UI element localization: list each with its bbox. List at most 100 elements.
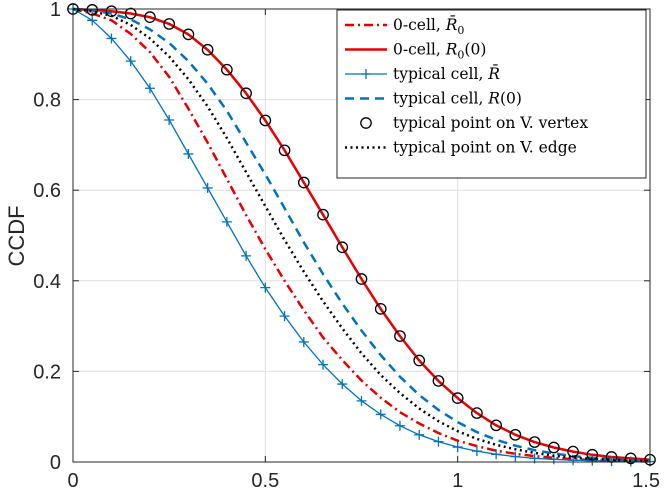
legend-label-3: typical cell, R(0) bbox=[393, 90, 522, 108]
tick-labels: 0 0.5 1 1.5 0 0.2 0.4 0.6 0.8 1 bbox=[33, 0, 660, 492]
circle-marker-14 bbox=[336, 241, 349, 254]
legend-label-symbol: R bbox=[445, 41, 458, 59]
legend-label-tail: (0) bbox=[464, 41, 486, 59]
circle-marker-9 bbox=[240, 87, 252, 100]
circle-marker-8 bbox=[221, 63, 233, 76]
y-tick-label-3: 0.6 bbox=[33, 180, 61, 202]
plus-marker-3 bbox=[125, 56, 136, 67]
circle-marker-6 bbox=[182, 28, 195, 41]
legend-label-main: 0-cell, bbox=[393, 41, 446, 59]
legend-label-symbol: R̄ bbox=[487, 65, 500, 83]
series-line-5 bbox=[72, 7, 651, 463]
legend-label-main: typical cell, bbox=[393, 65, 488, 83]
legend-label-main: 0-cell, bbox=[393, 16, 446, 34]
circle-marker-1 bbox=[86, 4, 99, 16]
y-tick-label-4: 0.8 bbox=[33, 90, 61, 112]
y-tick-label-2: 0.4 bbox=[33, 271, 61, 293]
series-0 bbox=[72, 7, 651, 463]
plus-marker-22 bbox=[491, 449, 502, 460]
circle-marker-26 bbox=[567, 445, 579, 458]
legend-label-subscript: 0 bbox=[457, 49, 464, 62]
circle-marker-19 bbox=[432, 375, 445, 387]
series-3 bbox=[72, 7, 651, 462]
legend-box bbox=[336, 9, 647, 179]
circle-marker-21 bbox=[471, 407, 483, 419]
legend-label-5: typical point on V. edge bbox=[393, 139, 577, 157]
legend-label-main: typical cell, bbox=[393, 90, 488, 108]
legend-entry-5: typical point on V. edge bbox=[345, 139, 577, 157]
plus-marker-7 bbox=[202, 182, 213, 193]
plus-marker-12 bbox=[298, 336, 309, 347]
plus-marker-23 bbox=[510, 451, 521, 462]
x-tick-label-3: 1.5 bbox=[632, 470, 660, 492]
circle-marker-18 bbox=[413, 354, 426, 367]
series-line-0 bbox=[72, 7, 651, 463]
legend-label-subscript: 0 bbox=[457, 24, 464, 37]
plus-marker-8 bbox=[221, 216, 232, 227]
x-tick-label-1: 0.5 bbox=[251, 470, 279, 492]
plus-marker-15 bbox=[356, 395, 367, 406]
plus-marker-14 bbox=[337, 379, 348, 390]
legend-entry-1: 0-cell, R0(0) bbox=[345, 41, 486, 62]
circle-marker-20 bbox=[451, 392, 464, 404]
circle-marker-3 bbox=[124, 7, 137, 20]
circle-marker-25 bbox=[547, 441, 560, 454]
legend-entry-0: 0-cell, R̄0 bbox=[345, 16, 464, 37]
plus-marker-9 bbox=[241, 250, 252, 261]
circle-marker-4 bbox=[144, 11, 156, 24]
series-5 bbox=[72, 7, 651, 463]
legend-label-symbol: R bbox=[487, 90, 500, 108]
circle-marker-10 bbox=[259, 114, 272, 127]
plus-marker-16 bbox=[375, 409, 386, 420]
circle-marker-15 bbox=[355, 273, 368, 285]
series-line-1 bbox=[72, 7, 651, 461]
series-line-3 bbox=[72, 7, 651, 462]
circle-marker-29 bbox=[624, 452, 637, 465]
circle-marker-12 bbox=[297, 176, 310, 189]
legend-label-main: typical point on V. vertex bbox=[393, 114, 588, 132]
legend-label-tail: (0) bbox=[500, 90, 522, 108]
plus-marker-18 bbox=[414, 429, 425, 440]
circle-marker-11 bbox=[278, 144, 291, 157]
plus-marker-20 bbox=[452, 442, 463, 453]
legend-entry-4: typical point on V. vertex bbox=[360, 114, 588, 132]
plus-marker-5 bbox=[164, 114, 175, 125]
y-axis-label: CCDF bbox=[4, 205, 29, 266]
circle-marker-7 bbox=[201, 43, 214, 56]
x-tick-label-0: 0 bbox=[67, 470, 78, 492]
plus-marker-6 bbox=[183, 148, 194, 159]
circle-marker-13 bbox=[317, 208, 329, 221]
circle-marker-24 bbox=[528, 436, 541, 448]
circle-marker-23 bbox=[509, 428, 522, 441]
legend-label-main: typical point on V. edge bbox=[393, 139, 577, 157]
y-tick-label-5: 1 bbox=[50, 0, 61, 21]
legend-label-4: typical point on V. vertex bbox=[393, 114, 588, 132]
legend-entry-3: typical cell, R(0) bbox=[345, 90, 522, 108]
legend-label-2: typical cell, R̄ bbox=[393, 65, 500, 83]
series-1 bbox=[72, 7, 651, 461]
plus-marker-21 bbox=[471, 446, 482, 457]
legend: 0-cell, R̄00-cell, R0(0)typical cell, R̄… bbox=[336, 9, 647, 179]
legend-circle-marker bbox=[360, 117, 372, 129]
legend-label-symbol: R̄ bbox=[445, 16, 458, 34]
x-tick-label-2: 1 bbox=[452, 470, 463, 492]
circle-marker-16 bbox=[374, 303, 387, 315]
plus-marker-13 bbox=[318, 359, 329, 370]
circle-marker-22 bbox=[490, 419, 502, 432]
legend-label-1: 0-cell, R0(0) bbox=[393, 41, 486, 62]
legend-label-0: 0-cell, R̄0 bbox=[393, 16, 464, 37]
y-tick-label-1: 0.2 bbox=[33, 361, 61, 383]
plus-marker-19 bbox=[433, 436, 444, 447]
plus-marker-10 bbox=[260, 282, 271, 293]
legend-entry-2: typical cell, R̄ bbox=[345, 65, 500, 83]
circle-marker-5 bbox=[163, 18, 176, 30]
axes-box bbox=[72, 8, 651, 463]
circle-marker-17 bbox=[394, 330, 406, 342]
y-tick-label-0: 0 bbox=[50, 452, 61, 474]
plus-marker-2 bbox=[106, 33, 117, 44]
plus-marker-17 bbox=[394, 420, 405, 431]
plus-marker-4 bbox=[144, 83, 155, 94]
plus-marker-11 bbox=[279, 311, 290, 322]
plus-marker-1 bbox=[87, 15, 98, 26]
